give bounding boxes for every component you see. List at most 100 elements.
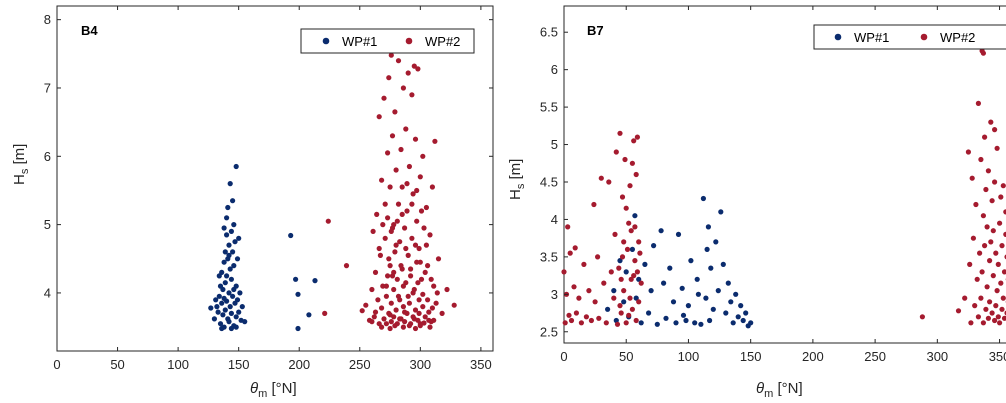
- x-tick-label: 0: [53, 357, 60, 372]
- point-wp1-b4: [230, 249, 236, 255]
- point-wp1-b4: [295, 291, 301, 297]
- point-wp2-b7: [603, 320, 609, 326]
- point-wp1-b4: [232, 239, 238, 245]
- point-wp2-b4: [399, 184, 405, 190]
- point-wp1-b7: [743, 310, 749, 316]
- point-wp2-b7: [994, 145, 1000, 151]
- point-wp2-b7: [982, 243, 988, 249]
- point-wp1-b7: [718, 209, 724, 215]
- point-wp2-b4: [418, 276, 425, 282]
- legend-box-b7: [813, 24, 1006, 50]
- point-wp2-b4: [427, 324, 433, 330]
- y-tick-label: 4: [551, 212, 558, 227]
- point-wp2-b7: [631, 138, 637, 144]
- point-wp2-b4: [418, 208, 425, 214]
- point-wp2-b7: [978, 295, 984, 301]
- point-wp2-b7: [984, 284, 990, 290]
- point-wp2-b4: [434, 290, 440, 296]
- point-wp1-b4: [230, 198, 236, 204]
- point-wp2-b4: [363, 302, 369, 308]
- point-wp2-b4: [376, 114, 382, 120]
- point-wp2-b4: [395, 58, 402, 64]
- point-wp2-b4: [432, 138, 438, 144]
- point-wp2-b4: [444, 286, 450, 293]
- point-wp2-b4: [416, 297, 422, 303]
- point-wp2-b4: [392, 323, 398, 329]
- point-wp2-b4: [389, 273, 396, 279]
- point-wp2-b7: [633, 171, 639, 178]
- point-wp2-b7: [638, 280, 644, 286]
- point-wp1-b7: [735, 314, 741, 320]
- point-wp2-b7: [614, 321, 621, 327]
- point-wp2-b4: [420, 291, 426, 297]
- point-wp2-b7: [621, 239, 627, 245]
- point-wp2-b7: [595, 254, 601, 260]
- point-wp1-b4: [231, 222, 237, 228]
- point-wp2-b7: [980, 213, 987, 219]
- point-wp2-b4: [417, 323, 423, 329]
- x-tick-label: 300: [926, 349, 948, 364]
- point-wp1-b4: [306, 312, 312, 318]
- point-wp2-b4: [398, 263, 404, 269]
- point-wp2-b7: [628, 276, 634, 282]
- point-wp2-b4: [389, 133, 396, 139]
- point-wp2-b7: [617, 303, 623, 309]
- point-wp1-b7: [658, 228, 664, 234]
- point-wp2-b7: [982, 134, 988, 140]
- point-wp2-b7: [997, 220, 1003, 226]
- point-wp1-b4: [233, 324, 239, 330]
- point-wp1-b4: [224, 273, 230, 279]
- point-wp2-b7: [999, 306, 1005, 312]
- x-tick-label: 100: [678, 349, 700, 364]
- point-wp1-b7: [713, 239, 719, 245]
- point-wp2-b4: [423, 242, 429, 248]
- point-wp2-b7: [992, 127, 998, 133]
- point-wp1-b7: [740, 317, 746, 324]
- point-wp1-b7: [683, 317, 689, 324]
- point-wp2-b7: [634, 269, 641, 275]
- point-wp2-b4: [397, 316, 403, 322]
- panel-label-b7: B7: [587, 23, 604, 38]
- point-wp2-b4: [416, 310, 422, 316]
- x-tick-label: 0: [560, 349, 567, 364]
- y-tick-label: 5: [44, 217, 51, 232]
- point-wp2-b4: [431, 317, 437, 323]
- point-wp2-b7: [974, 276, 980, 282]
- y-tick-label: 6: [44, 149, 51, 164]
- legend-b7: WP#1 WP#2: [813, 24, 1006, 50]
- point-wp1-b4: [242, 319, 248, 325]
- point-wp2-b4: [411, 316, 417, 322]
- point-wp1-b7: [670, 299, 677, 305]
- point-wp2-b7: [578, 320, 585, 326]
- x-tick-label: 50: [110, 357, 124, 372]
- point-wp2-b4: [451, 302, 457, 308]
- x-axis-label-b7: θm [°N]: [756, 380, 803, 400]
- point-wp2-b7: [987, 258, 993, 264]
- point-wp1-b4: [219, 325, 225, 332]
- x-axis-label-b4: θm [°N]: [250, 380, 297, 400]
- points-b7: [561, 48, 1006, 329]
- point-wp1-b4: [228, 276, 234, 282]
- point-wp2-b4: [422, 269, 428, 275]
- point-wp2-b4: [395, 293, 402, 299]
- legend-label-wp1-b4: WP#1: [342, 34, 377, 49]
- point-wp2-b7: [984, 224, 990, 230]
- point-wp2-b4: [385, 150, 391, 156]
- point-wp1-b4: [233, 283, 239, 289]
- point-wp2-b4: [388, 319, 394, 325]
- point-wp2-b4: [402, 225, 408, 231]
- point-wp2-b4: [379, 324, 385, 330]
- point-wp2-b7: [972, 303, 978, 309]
- point-wp1-b4: [217, 321, 224, 327]
- point-wp2-b4: [387, 184, 393, 190]
- point-wp2-b4: [439, 310, 445, 316]
- y-tick-label: 8: [44, 12, 51, 27]
- point-wp2-b4: [387, 263, 393, 269]
- point-wp2-b7: [992, 179, 998, 185]
- point-wp2-b7: [568, 317, 575, 324]
- point-wp2-b7: [993, 250, 999, 256]
- point-wp2-b4: [409, 235, 415, 241]
- point-wp2-b7: [567, 250, 573, 256]
- point-wp1-b4: [221, 225, 227, 231]
- point-wp2-b7: [629, 306, 636, 312]
